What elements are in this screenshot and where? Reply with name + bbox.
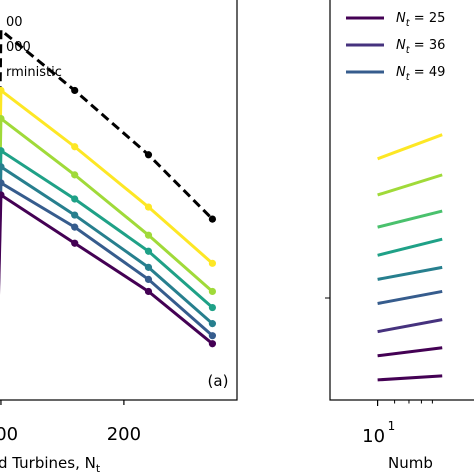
panel-b-x-axis-label: Numb bbox=[388, 454, 433, 472]
panel-a-point-3-0 bbox=[0, 147, 5, 155]
panel-a-series-line-4 bbox=[0, 164, 214, 325]
panel-a-point-4-2 bbox=[144, 263, 153, 271]
panel-a-legend-label-1: 000 bbox=[6, 40, 31, 55]
panel-b-series-line-6 bbox=[377, 318, 443, 334]
panel-b-axes-frame bbox=[329, 0, 474, 401]
panel-a-point-0-2 bbox=[144, 151, 153, 159]
panel-a-point-3-3 bbox=[208, 303, 217, 312]
panel-b-series-line-5 bbox=[377, 289, 443, 305]
panel-a-point-5-0 bbox=[0, 179, 5, 187]
panel-a-point-2-0 bbox=[0, 115, 5, 123]
panel-a-point-0-1 bbox=[71, 86, 79, 95]
panel-a-point-0-3 bbox=[208, 215, 217, 223]
panel-b-chart: Nt = 25 Nt = 36 Nt = 49 10 1 Numb bbox=[325, 0, 474, 472]
panel-a-point-4-1 bbox=[71, 211, 79, 219]
panel-a-series-line-5 bbox=[0, 180, 214, 337]
panel-a-plot-area bbox=[0, 27, 217, 348]
panel-a-point-1-0 bbox=[0, 86, 5, 95]
panel-a-label: (a) bbox=[208, 372, 229, 390]
panel-a-axes-frame bbox=[0, 0, 238, 401]
panel-b-plot-area bbox=[325, 133, 443, 382]
panel-b-legend-label-1: Nt = 36 bbox=[396, 38, 445, 56]
panel-b-series-line-4 bbox=[377, 265, 443, 281]
panel-a-point-5-2 bbox=[144, 275, 153, 283]
panel-a-series-line-0 bbox=[0, 27, 214, 221]
panel-a-point-4-3 bbox=[208, 320, 217, 328]
panel-a-legend-label-2: rministic bbox=[6, 65, 62, 80]
panel-a-point-5-1 bbox=[71, 223, 79, 231]
panel-b-x-tick-exponent-0: 1 bbox=[388, 419, 396, 433]
panel-a-point-1-3 bbox=[208, 259, 217, 267]
panel-a-x-ticks: 100 200 bbox=[0, 400, 141, 445]
panel-b-series-line-1 bbox=[377, 173, 443, 197]
panel-a-series-line-6 bbox=[0, 192, 214, 345]
panel-a-point-3-1 bbox=[71, 195, 79, 203]
panel-a-point-4-0 bbox=[0, 163, 5, 171]
panel-a-point-6-2 bbox=[144, 287, 153, 296]
panel-b-legend-label-2: Nt = 49 bbox=[396, 65, 445, 83]
panel-a-x-tick-label-0: 100 bbox=[0, 424, 18, 445]
panel-a-point-1-1 bbox=[71, 143, 79, 151]
panel-b-series-line-0 bbox=[377, 133, 443, 161]
panel-a-legend-label-0: 00 bbox=[6, 15, 23, 30]
panel-b-x-ticks: 10 1 bbox=[362, 400, 433, 447]
panel-b-series-line-8 bbox=[377, 374, 443, 382]
panel-a-point-2-2 bbox=[144, 231, 153, 239]
panel-b-x-tick-label-0: 10 bbox=[362, 426, 385, 447]
panel-a-point-5-3 bbox=[208, 332, 217, 340]
panel-a-point-6-0 bbox=[0, 191, 5, 199]
panel-a-point-6-3 bbox=[208, 340, 217, 348]
panel-a-point-6-1 bbox=[71, 239, 79, 247]
panel-a-point-1-2 bbox=[144, 203, 153, 211]
panel-b-legend-label-0: Nt = 25 bbox=[396, 11, 445, 29]
panel-a-point-2-1 bbox=[71, 171, 79, 179]
panel-a-x-axis-label: d Turbines, Nt bbox=[0, 454, 101, 474]
panel-b-series-line-2 bbox=[377, 209, 443, 229]
panel-b-series-line-3 bbox=[377, 237, 443, 257]
panel-b-legend: Nt = 25 Nt = 36 Nt = 49 bbox=[346, 11, 445, 83]
panel-a-point-2-3 bbox=[208, 287, 217, 296]
panel-a-x-tick-label-1: 200 bbox=[107, 424, 141, 445]
panel-b-series-line-7 bbox=[377, 346, 443, 358]
panel-a-point-3-2 bbox=[144, 247, 153, 255]
